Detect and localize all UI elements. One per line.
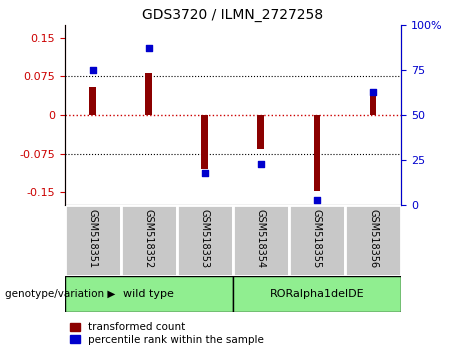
Text: GSM518352: GSM518352 (144, 209, 154, 268)
Bar (121, 205, 177, 276)
Bar (201, 115, 208, 169)
Text: wild type: wild type (123, 289, 174, 299)
Point (89, 67, 96, 73)
Bar (233, 276, 401, 312)
Bar (145, 73, 152, 115)
Text: genotype/variation ▶: genotype/variation ▶ (5, 289, 115, 299)
Point (369, 89, 377, 95)
Text: GSM518355: GSM518355 (312, 209, 322, 268)
Point (201, 170, 208, 176)
Bar (258, 115, 264, 149)
Bar (370, 96, 376, 115)
Text: GSM518354: GSM518354 (256, 209, 266, 268)
Text: RORalpha1delDE: RORalpha1delDE (270, 289, 364, 299)
Point (313, 197, 321, 203)
Text: GSM518351: GSM518351 (88, 209, 98, 268)
Bar (345, 205, 401, 276)
Bar (89, 87, 96, 115)
Legend: transformed count, percentile rank within the sample: transformed count, percentile rank withi… (70, 322, 264, 345)
Point (257, 161, 265, 167)
Bar (65, 276, 233, 312)
Text: GSM518356: GSM518356 (368, 209, 378, 268)
Title: GDS3720 / ILMN_2727258: GDS3720 / ILMN_2727258 (142, 8, 323, 22)
Bar (313, 115, 320, 192)
Bar (289, 205, 345, 276)
Bar (233, 205, 289, 276)
Text: GSM518353: GSM518353 (200, 209, 210, 268)
Bar (65, 205, 121, 276)
Bar (177, 205, 233, 276)
Point (145, 45, 152, 51)
